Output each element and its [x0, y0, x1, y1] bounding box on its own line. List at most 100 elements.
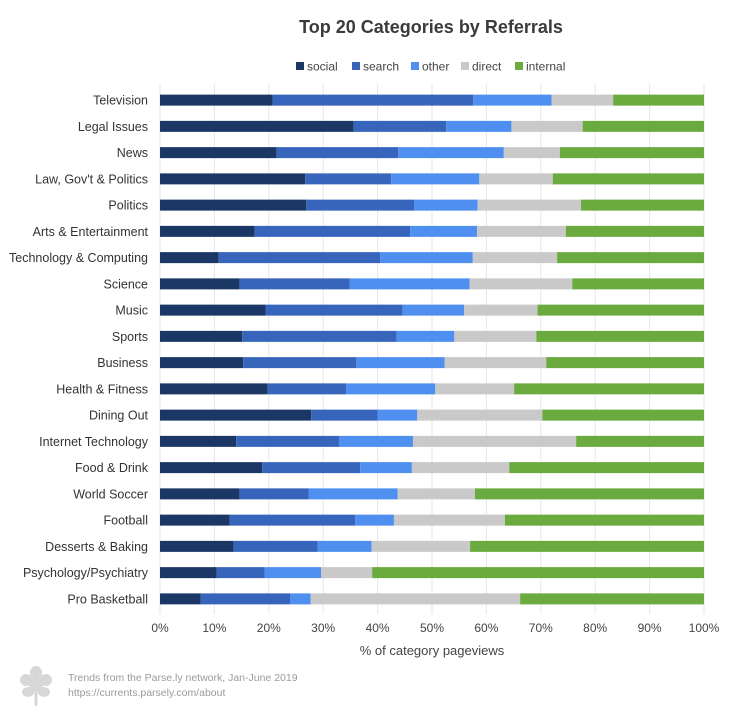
chart-title: Top 20 Categories by Referrals [299, 17, 563, 37]
legend-swatch-social [296, 62, 304, 70]
bar-segment-social [160, 199, 307, 211]
bar-segment-other [473, 94, 552, 106]
bar-segment-other [380, 252, 473, 264]
category-label: Politics [108, 199, 148, 213]
bar-segment-search [254, 225, 411, 237]
x-tick-label: 100% [689, 621, 720, 635]
category-label: Television [93, 94, 148, 108]
bar-segment-social [160, 94, 273, 106]
bar-segment-other [391, 173, 480, 185]
bar-segment-social [160, 304, 266, 316]
bar-segment-social [160, 173, 306, 185]
bar-segment-social [160, 278, 240, 290]
category-label: Science [104, 277, 149, 291]
x-tick-label: 70% [529, 621, 553, 635]
bar-segment-internal [613, 94, 704, 106]
bar-segment-search [265, 304, 403, 316]
bar-segment-internal [537, 304, 704, 316]
category-label: Food & Drink [75, 461, 149, 475]
bar-segment-direct [479, 173, 553, 185]
bar-segment-direct [464, 304, 538, 316]
category-label: Law, Gov't & Politics [35, 172, 148, 186]
bar-segment-social [160, 252, 219, 264]
bar-segment-other [410, 225, 478, 237]
bar-segment-search [239, 488, 309, 500]
category-label: Football [104, 514, 148, 528]
chart-footer: Trends from the Parse.ly network, Jan-Ju… [18, 664, 418, 710]
bar-segment-search [243, 357, 357, 369]
legend-swatch-other [411, 62, 419, 70]
category-label: Desserts & Baking [45, 540, 148, 554]
bar-segment-direct [469, 278, 573, 290]
x-tick-label: 90% [638, 621, 662, 635]
bar-segment-internal [582, 120, 704, 132]
bar-segment-other [317, 540, 372, 552]
bar-segment-search [200, 593, 291, 605]
bar-segment-other [290, 593, 311, 605]
bar-segment-internal [565, 225, 704, 237]
legend-label-search: search [363, 60, 399, 74]
bar-segment-social [160, 540, 234, 552]
bar-segment-search [242, 330, 397, 342]
x-tick-label: 50% [420, 621, 444, 635]
bar-segment-social [160, 383, 268, 395]
bar-segment-search [276, 147, 399, 159]
bar-segment-direct [477, 225, 566, 237]
bar-segment-internal [470, 540, 704, 552]
bar-segment-search [239, 278, 350, 290]
bar-segment-social [160, 435, 237, 447]
legend-swatch-internal [515, 62, 523, 70]
bar-segment-search [218, 252, 381, 264]
bar-segment-social [160, 567, 217, 579]
bar-segment-direct [393, 514, 505, 526]
legend-label-direct: direct [472, 60, 502, 74]
bar-segment-social [160, 357, 244, 369]
category-label: Legal Issues [78, 120, 148, 134]
bar-segment-direct [477, 199, 582, 211]
x-tick-label: 10% [202, 621, 226, 635]
bar-segment-search [305, 173, 392, 185]
bar-segment-internal [576, 435, 704, 447]
parsely-leaf-logo-icon [20, 666, 52, 706]
bar-segment-other [338, 435, 413, 447]
bar-segment-other [264, 567, 322, 579]
category-label: Sports [112, 330, 148, 344]
bar-segment-direct [397, 488, 475, 500]
category-label: World Soccer [73, 487, 148, 501]
bar-segment-internal [546, 357, 704, 369]
bar-segment-other [360, 462, 412, 474]
bar-segment-social [160, 120, 354, 132]
bar-segment-other [356, 357, 445, 369]
bar-segment-direct [511, 120, 583, 132]
bar-segment-internal [474, 488, 704, 500]
category-label: Psychology/Psychiatry [23, 566, 149, 580]
bar-segment-other [346, 383, 436, 395]
bar-segment-direct [412, 435, 577, 447]
bar-segment-search [311, 409, 378, 421]
bar-segment-internal [372, 567, 704, 579]
bar-segment-internal [552, 173, 704, 185]
bar-segment-other [308, 488, 398, 500]
x-tick-label: 40% [366, 621, 390, 635]
legend-label-internal: internal [526, 60, 565, 74]
category-label: Internet Technology [39, 435, 149, 449]
bar-segment-search [216, 567, 265, 579]
category-label: Music [115, 304, 148, 318]
bar-segment-other [402, 304, 465, 316]
bar-segment-search [233, 540, 318, 552]
legend-swatch-search [352, 62, 360, 70]
bar-segment-direct [444, 357, 547, 369]
bar-segment-search [267, 383, 347, 395]
bar-segment-direct [417, 409, 543, 421]
bar-segment-direct [371, 540, 471, 552]
bar-segment-internal [514, 383, 704, 395]
bar-segment-social [160, 593, 201, 605]
bar-segment-search [306, 199, 415, 211]
x-axis-label: % of category pageviews [360, 643, 505, 658]
bar-segment-other [349, 278, 470, 290]
bar-segment-other [398, 147, 504, 159]
category-label: News [117, 146, 148, 160]
bar-segment-search [236, 435, 339, 447]
bar-segment-direct [321, 567, 373, 579]
bar-segment-direct [551, 94, 614, 106]
